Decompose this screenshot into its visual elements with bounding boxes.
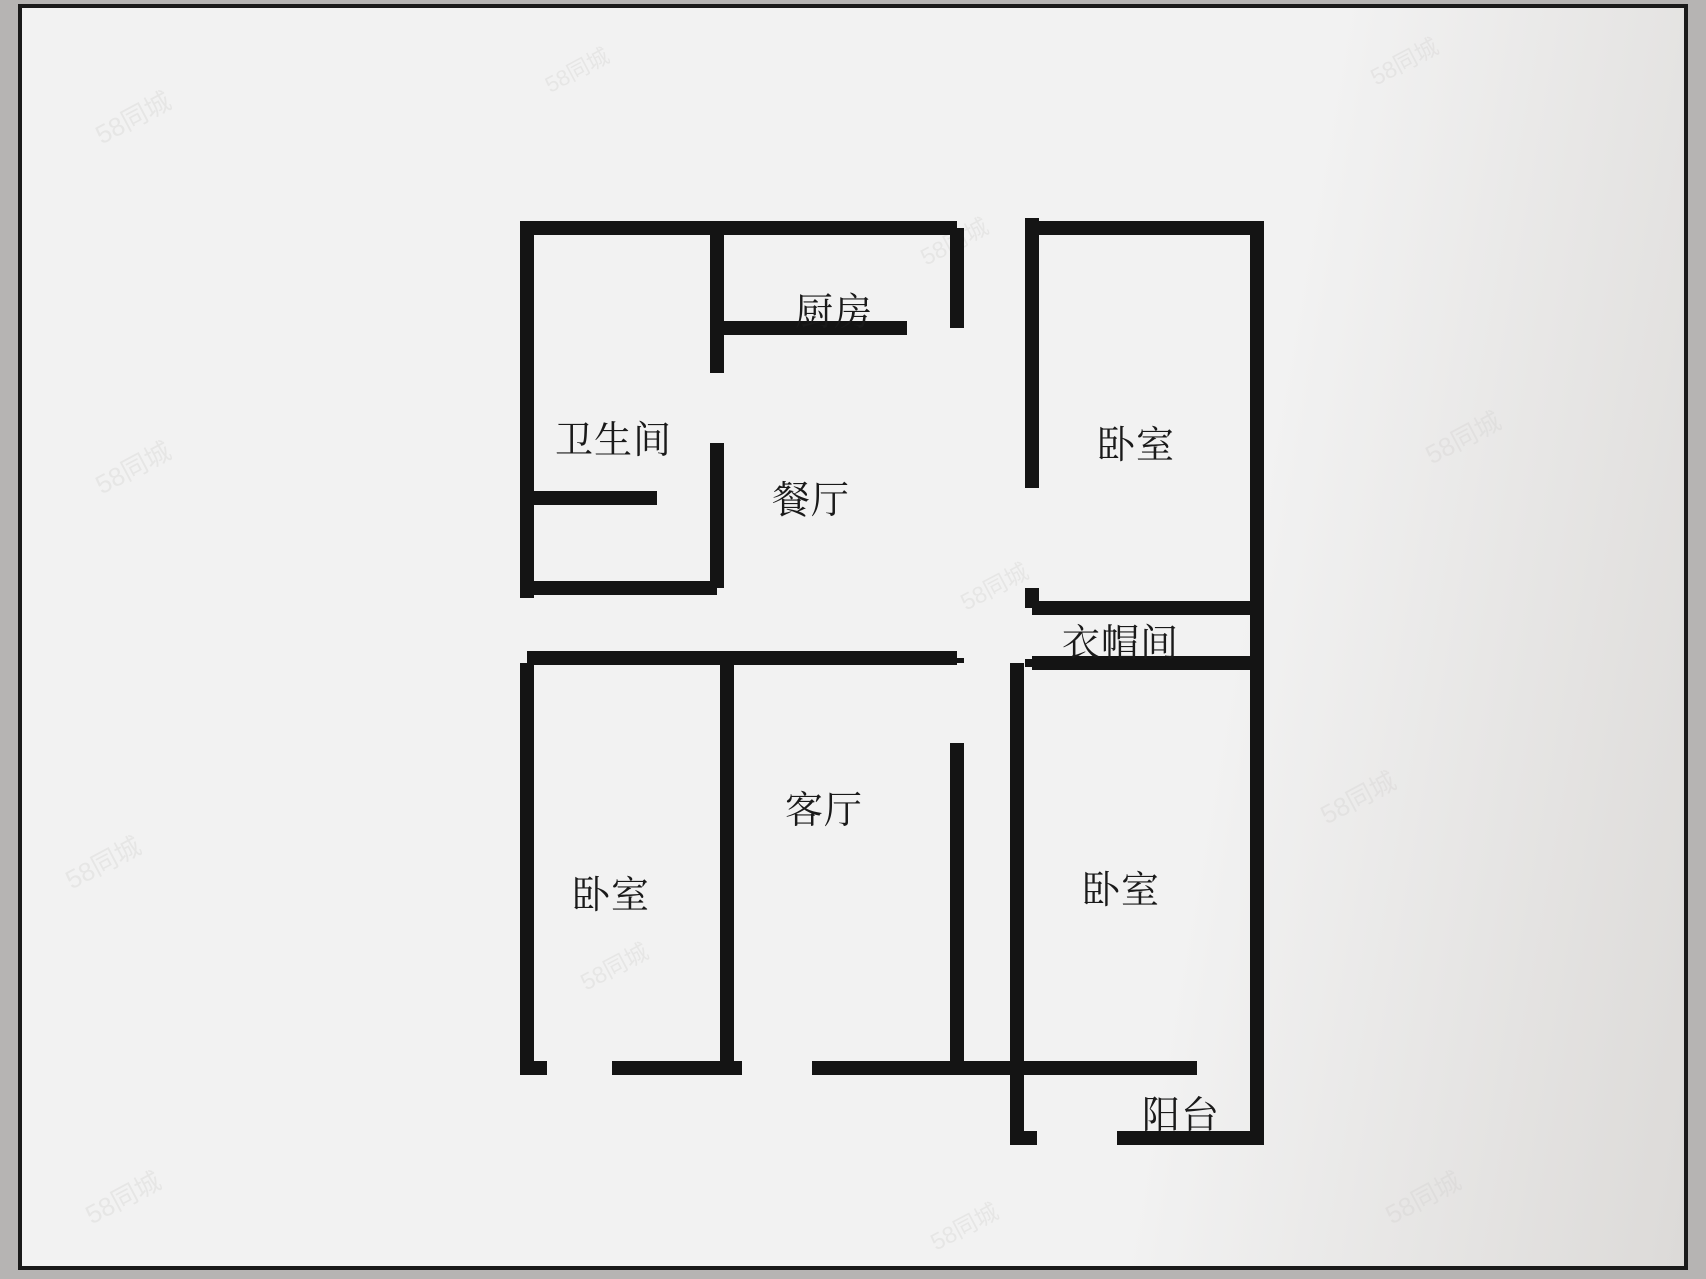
room-label-kitchen: 厨房 (795, 290, 873, 328)
watermark-text: 58同城 (1418, 401, 1507, 472)
watermark-text: 58同城 (88, 431, 177, 502)
watermark-text: 58同城 (1313, 761, 1402, 832)
room-label-closet: 衣帽间 (1062, 621, 1179, 659)
watermark-text: 58同城 (58, 826, 147, 897)
room-label-bathroom: 卫生间 (555, 418, 672, 456)
watermark-text: 58同城 (1363, 28, 1443, 92)
room-label-bedroom-bl: 卧室 (572, 873, 650, 911)
room-label-bedroom-br: 卧室 (1082, 868, 1160, 906)
room-label-dining: 餐厅 (772, 478, 850, 516)
watermark-text: 58同城 (88, 81, 177, 152)
watermark-text: 58同城 (539, 39, 615, 100)
room-label-living: 客厅 (785, 788, 863, 826)
watermark-text: 58同城 (1378, 1161, 1467, 1232)
screen-area: 58同城 58同城 58同城 58同城 58同城 58同城 58同城 58同城 58同城 58同城… (18, 4, 1688, 1270)
floorplan-canvas: 厨房卫生间餐厅卧室衣帽间客厅卧室卧室阳台 (517, 218, 1267, 1158)
room-label-bedroom-tr: 卧室 (1097, 423, 1175, 461)
page-background: 58同城 58同城 58同城 58同城 58同城 58同城 58同城 58同城 58同城 58同城… (0, 0, 1706, 1279)
floorplan-svg (517, 218, 1267, 1158)
watermark-text: 58同城 (923, 1193, 1003, 1257)
watermark-text: 58同城 (78, 1161, 167, 1232)
room-label-balcony: 阳台 (1142, 1093, 1220, 1131)
